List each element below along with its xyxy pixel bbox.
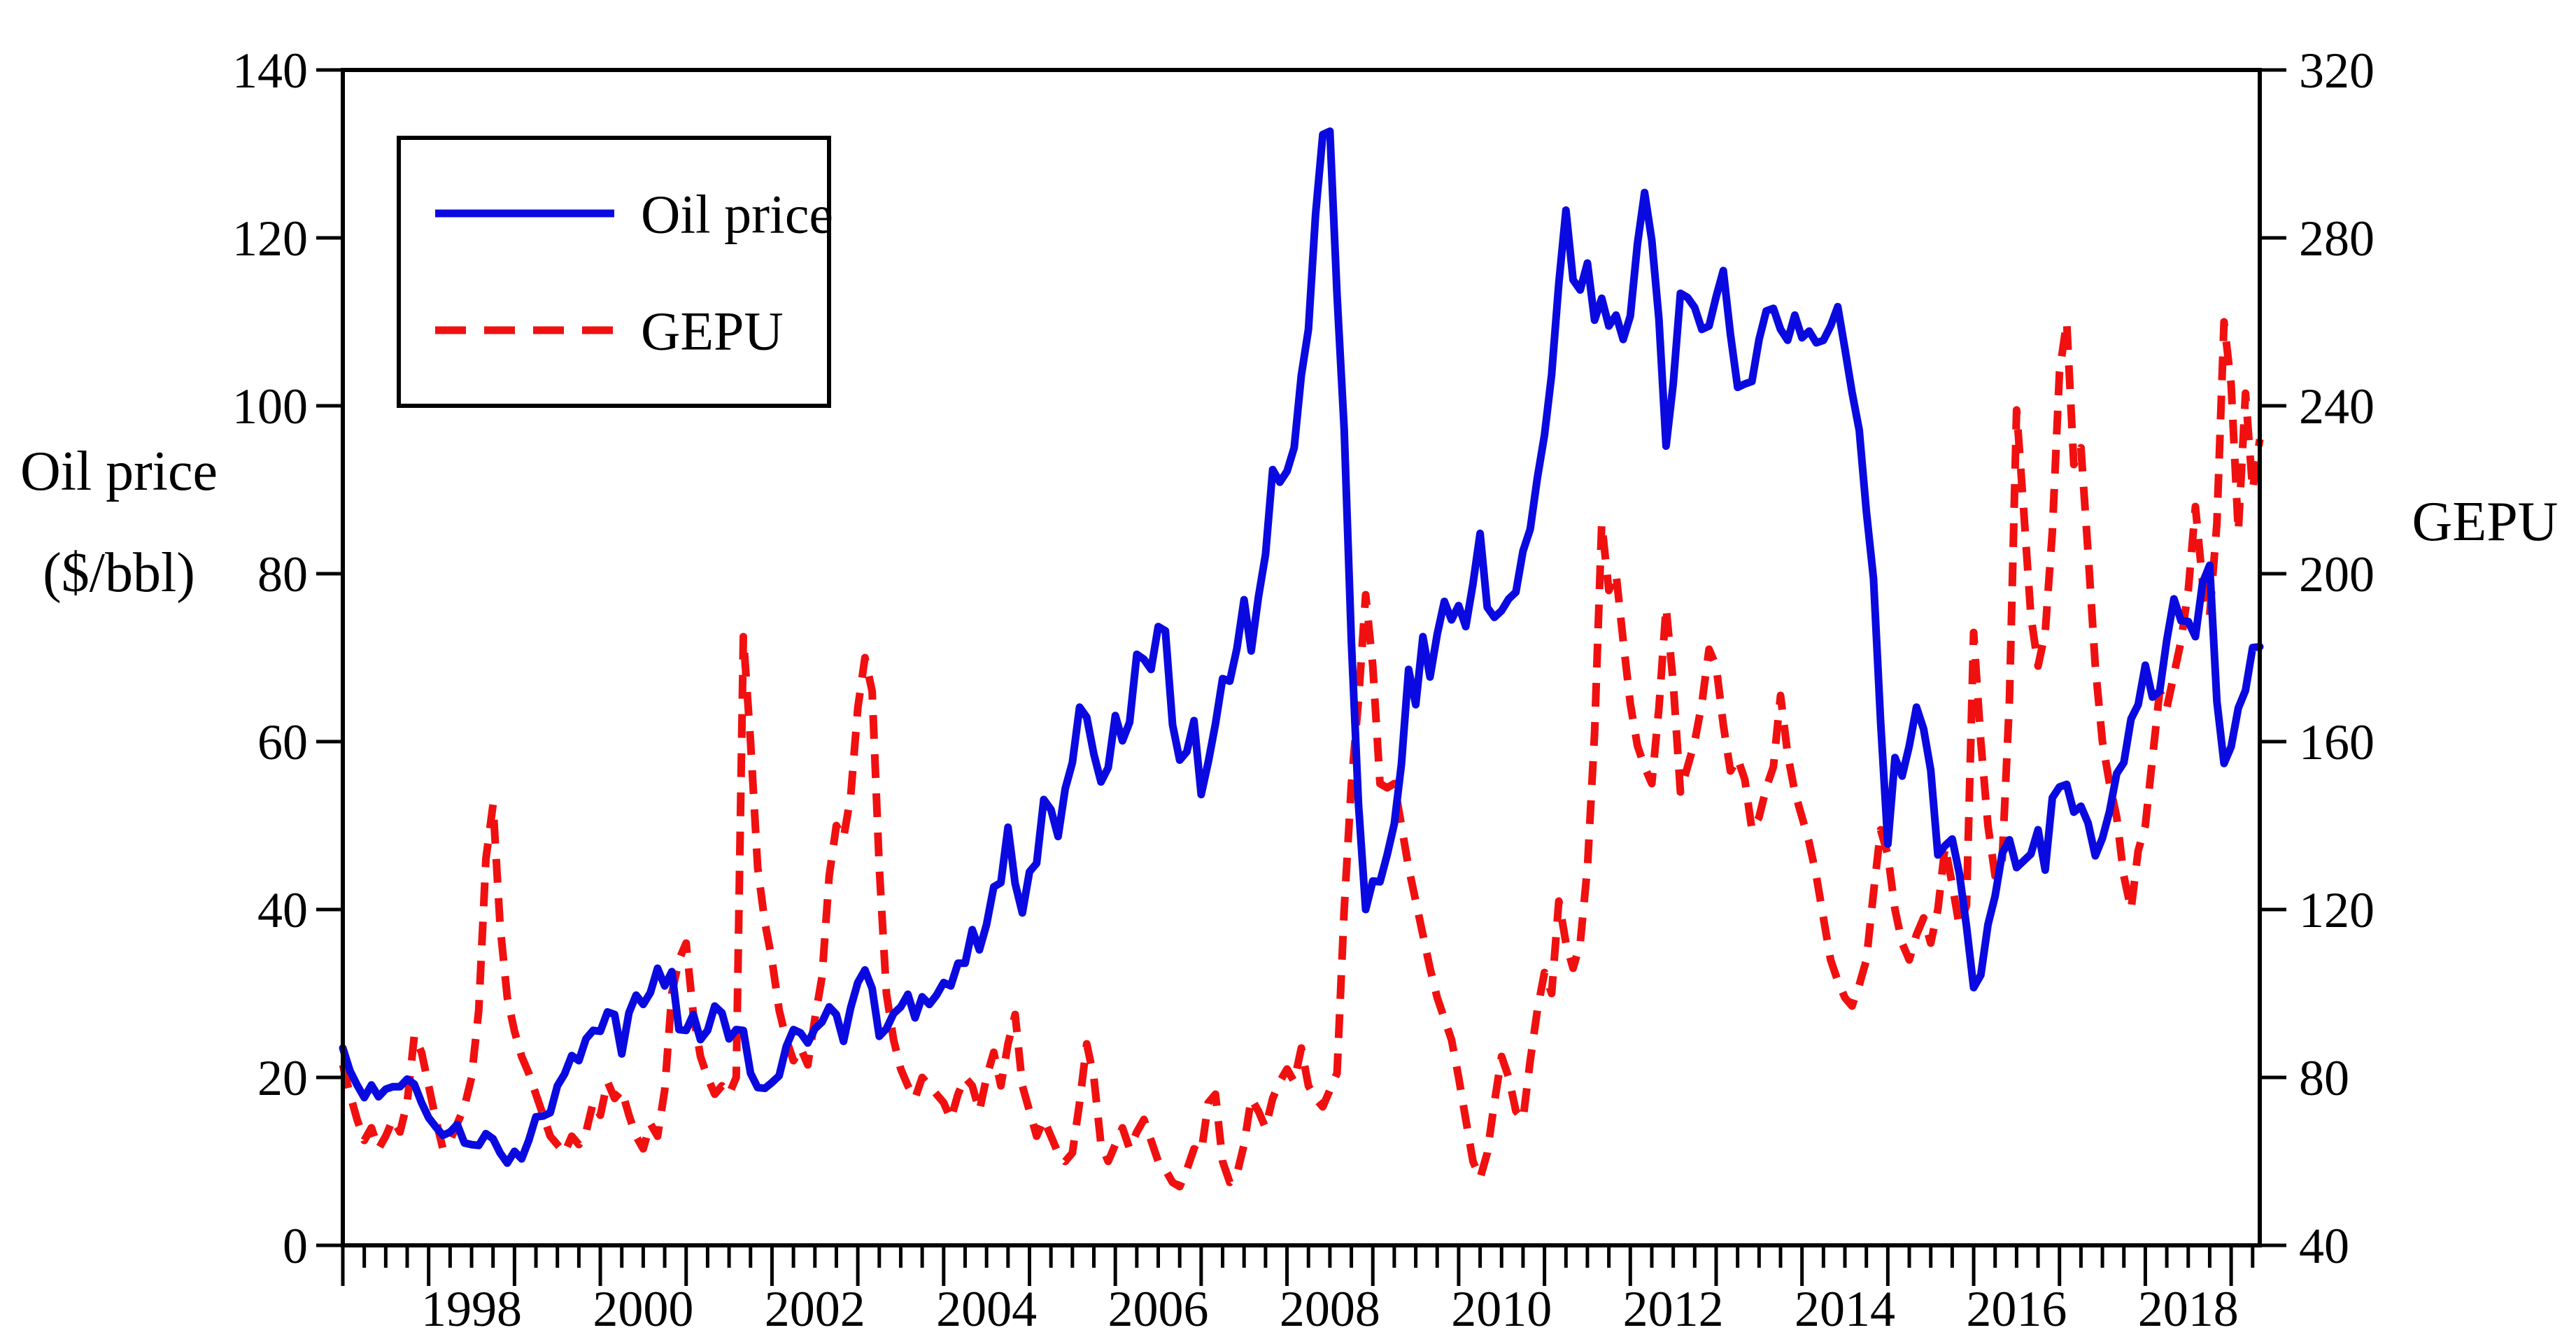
left-axis-tick-label: 120	[232, 211, 308, 267]
right-axis-tick-label: 280	[2299, 211, 2375, 267]
x-axis-year-label: 2002	[765, 1281, 865, 1337]
left-axis-title-line1: Oil price	[20, 441, 218, 502]
left-axis-tick-label: 100	[232, 379, 308, 434]
axis-ticks	[316, 68, 2286, 1286]
right-axis-tick-label: 120	[2299, 882, 2375, 938]
left-axis-tick-label: 20	[257, 1050, 308, 1106]
x-axis-year-label: 2018	[2138, 1281, 2239, 1337]
x-axis-year-label: 2004	[936, 1281, 1037, 1337]
axis-tick-labels: 0 20 40 60 80 100 120 140 40 80 120 160 200 240 280 320…	[232, 43, 2375, 1337]
x-axis-year-label: 2010	[1451, 1281, 1552, 1337]
legend-gepu-label: GEPU	[641, 300, 784, 361]
right-axis-title-text: GEPU	[2412, 491, 2559, 553]
x-axis-year-label: 2000	[593, 1281, 693, 1337]
left-axis-tick-label: 80	[257, 546, 308, 602]
left-axis-title: Oil price ($/bbl)	[20, 441, 218, 604]
right-axis-tick-label: 320	[2299, 43, 2375, 99]
plot-border	[341, 68, 2262, 1247]
oil-price-line	[339, 127, 2264, 1167]
legend-oil-price-label: Oil price	[641, 183, 833, 244]
left-axis-tick-label: 60	[257, 714, 308, 770]
series-lines	[339, 127, 2264, 1191]
gepu-line	[339, 318, 2264, 1191]
right-axis-tick-label: 80	[2299, 1050, 2349, 1106]
x-axis-year-label: 2014	[1795, 1281, 1895, 1337]
x-axis-year-label: 2006	[1108, 1281, 1209, 1337]
x-axis-year-label: 2008	[1280, 1281, 1380, 1337]
right-axis-tick-label: 240	[2299, 379, 2375, 434]
x-axis-year-label: 2016	[1966, 1281, 2067, 1337]
left-axis-tick-label: 140	[232, 43, 308, 99]
right-axis-title: GEPU	[2412, 491, 2559, 553]
right-axis-tick-label: 160	[2299, 714, 2375, 770]
plot-frame	[341, 68, 2262, 1247]
legend-box	[397, 136, 831, 408]
right-axis-tick-label: 40	[2299, 1218, 2349, 1274]
legend: Oil price GEPU	[397, 136, 833, 408]
left-axis-tick-label: 40	[257, 882, 308, 938]
x-axis-year-label: 1998	[421, 1281, 522, 1337]
left-axis-tick-label: 0	[283, 1218, 308, 1274]
right-axis-tick-label: 200	[2299, 546, 2375, 602]
left-axis-title-line2: ($/bbl)	[43, 542, 195, 604]
x-axis-year-label: 2012	[1623, 1281, 1724, 1337]
